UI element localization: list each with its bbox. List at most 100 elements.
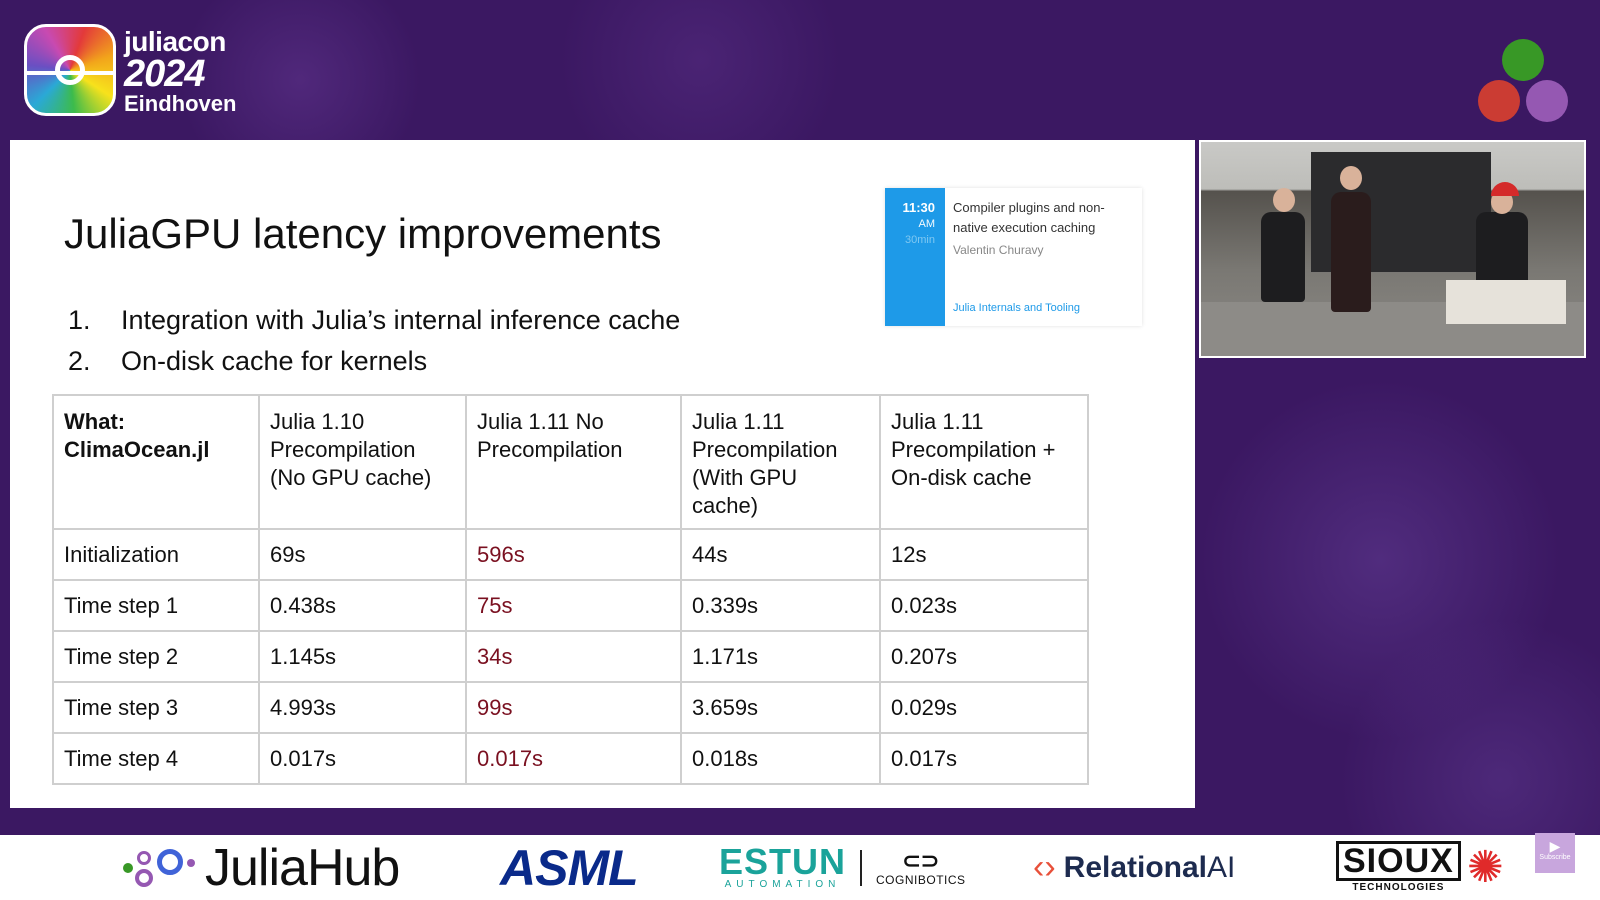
table-header-cell: Julia 1.11 No Precompilation	[465, 394, 682, 530]
table-header-cell: Julia 1.11 Precompilation (With GPU cach…	[680, 394, 881, 530]
sponsor-juliahub: JuliaHub	[123, 835, 400, 900]
julia-dot-purple-icon	[1526, 80, 1568, 122]
table-row: Time step 2 1.145s 34s 1.171s 0.207s	[52, 630, 1089, 683]
table-cell-highlight: 0.017s	[465, 732, 682, 785]
table-cell: 0.017s	[258, 732, 467, 785]
table-cell: 0.339s	[680, 579, 881, 632]
logo-line-juliacon: juliacon	[124, 26, 226, 57]
logo-line-city: Eindhoven	[124, 91, 237, 116]
table-cell: 0.207s	[879, 630, 1089, 683]
juliacon-logo: juliacon 2024 Eindhoven	[24, 24, 254, 120]
table-cell: 3.659s	[680, 681, 881, 734]
table-cell: Time step 1	[52, 579, 260, 632]
schedule-duration: 30min	[905, 234, 935, 246]
speaker-figure	[1331, 192, 1371, 312]
table-header-cell: Julia 1.10 Precompilation (No GPU cache)	[258, 394, 467, 530]
table-cell: 0.023s	[879, 579, 1089, 632]
sioux-logo-text: SIOUX	[1336, 840, 1461, 881]
speaker-figure	[1476, 212, 1528, 292]
table-cell: 0.017s	[879, 732, 1089, 785]
julia-dot-green-icon	[1502, 39, 1544, 81]
juliacon-logo-mark	[24, 24, 116, 116]
talk-track: Julia Internals and Tooling	[953, 302, 1080, 314]
table-cell: 0.029s	[879, 681, 1089, 734]
table-cell-highlight: 596s	[465, 528, 682, 581]
table-cell: 1.171s	[680, 630, 881, 683]
cognibotics-logo-text: COGNIBOTICS	[876, 872, 966, 887]
latency-table: What: ClimaOcean.jl Julia 1.10 Precompil…	[52, 394, 1089, 785]
sponsor-estun-cognibotics: ESTUN AUTOMATION ⊂⊃ COGNIBOTICS	[719, 835, 966, 900]
asml-logo-text: ASML	[500, 839, 639, 896]
bullet-text: On-disk cache for kernels	[121, 346, 428, 376]
table-cell: 44s	[680, 528, 881, 581]
table-row: Initialization 69s 596s 44s 12s	[52, 528, 1089, 581]
table-header-row: What: ClimaOcean.jl Julia 1.10 Precompil…	[52, 394, 1089, 530]
table-header-cell: Julia 1.11 Precompilation + On-disk cach…	[879, 394, 1089, 530]
table-row: Time step 1 0.438s 75s 0.339s 0.023s	[52, 579, 1089, 632]
speaker-head	[1340, 166, 1362, 190]
table-cell: 1.145s	[258, 630, 467, 683]
table-cell: 4.993s	[258, 681, 467, 734]
table-cell: 0.018s	[680, 732, 881, 785]
bullet-number: 2.	[68, 346, 91, 376]
relationalai-logo-text: RelationalAI	[1064, 851, 1236, 885]
bullet-number: 1.	[68, 305, 91, 335]
speaker-camera-feed	[1199, 140, 1586, 358]
table-cell-highlight: 99s	[465, 681, 682, 734]
table-cell: 0.438s	[258, 579, 467, 632]
sponsor-bar: JuliaHub ASML ESTUN AUTOMATION ⊂⊃ COGNIB…	[0, 835, 1600, 900]
subscribe-label: Subscribe	[1539, 854, 1571, 861]
santa-hat-icon	[1491, 182, 1519, 196]
table-row: Time step 3 4.993s 99s 3.659s 0.029s	[52, 681, 1089, 734]
table-cell-highlight: 34s	[465, 630, 682, 683]
table-cell: Time step 2	[52, 630, 260, 683]
schedule-card: 11:30 AM 30min Compiler plugins and non-…	[885, 188, 1142, 326]
speaker-head	[1491, 190, 1513, 214]
presentation-slide: JuliaGPU latency improvements 1. Integrat…	[10, 140, 1195, 808]
sponsor-divider	[860, 849, 863, 886]
slide-title: JuliaGPU latency improvements	[64, 210, 662, 257]
table-cell-highlight: 75s	[465, 579, 682, 632]
slide-bullet-list: 1. Integration with Julia’s internal infe…	[68, 300, 680, 382]
estun-logo-subtext: AUTOMATION	[724, 878, 841, 890]
schedule-ampm: AM	[918, 218, 936, 230]
sioux-logo: SIOUX TECHNOLOGIES	[1336, 840, 1461, 895]
juliahub-dots-icon	[123, 843, 205, 893]
cognibotics-logo: ⊂⊃ COGNIBOTICS	[876, 847, 966, 887]
table-cell: Initialization	[52, 528, 260, 581]
schedule-time: 11:30	[902, 200, 935, 215]
table-header-cell: What: ClimaOcean.jl	[52, 394, 260, 530]
table-row: Time step 4 0.017s 0.017s 0.018s 0.017s	[52, 732, 1089, 785]
relationalai-mark-icon: ‹›	[1033, 848, 1056, 886]
estun-logo: ESTUN AUTOMATION	[719, 840, 847, 891]
sioux-logo-subtext: TECHNOLOGIES	[1352, 881, 1445, 893]
subscribe-button[interactable]: ▶ Subscribe	[1535, 833, 1575, 873]
slide-bullet: 1. Integration with Julia’s internal infe…	[68, 300, 680, 341]
table-cell: 69s	[258, 528, 467, 581]
logo-line-year: 2024	[124, 53, 206, 95]
camera-desk	[1446, 280, 1566, 324]
cognibotics-mark-icon: ⊂⊃	[902, 847, 940, 873]
play-icon: ▶	[1549, 838, 1561, 854]
sponsor-sioux: SIOUX TECHNOLOGIES ✺	[1336, 835, 1504, 900]
schedule-card-body: Compiler plugins and non-native executio…	[953, 198, 1133, 258]
table-cell: 12s	[879, 528, 1089, 581]
sponsor-relationalai: ‹› RelationalAI	[1033, 835, 1235, 900]
table-cell: Time step 4	[52, 732, 260, 785]
sioux-sun-icon: ✺	[1466, 843, 1504, 892]
relationalai-logo-part: Relational	[1063, 850, 1208, 884]
sponsor-asml: ASML	[500, 835, 639, 900]
talk-title: Compiler plugins and non-native executio…	[953, 200, 1105, 235]
schedule-card-time-block: 11:30 AM 30min	[885, 188, 945, 326]
julia-dot-red-icon	[1478, 80, 1520, 122]
table-cell: Time step 3	[52, 681, 260, 734]
speaker-figure	[1261, 212, 1305, 302]
bullet-text: Integration with Julia’s internal infere…	[121, 305, 681, 335]
juliacon-logo-text: juliacon 2024 Eindhoven	[124, 28, 236, 116]
estun-logo-text: ESTUN	[719, 840, 847, 882]
speaker-head	[1273, 188, 1295, 212]
juliahub-logo-text: JuliaHub	[205, 838, 400, 897]
talk-speaker: Valentin Churavy	[953, 243, 1044, 257]
slide-bullet: 2. On-disk cache for kernels	[68, 341, 680, 382]
relationalai-logo-ai: AI	[1207, 850, 1236, 884]
